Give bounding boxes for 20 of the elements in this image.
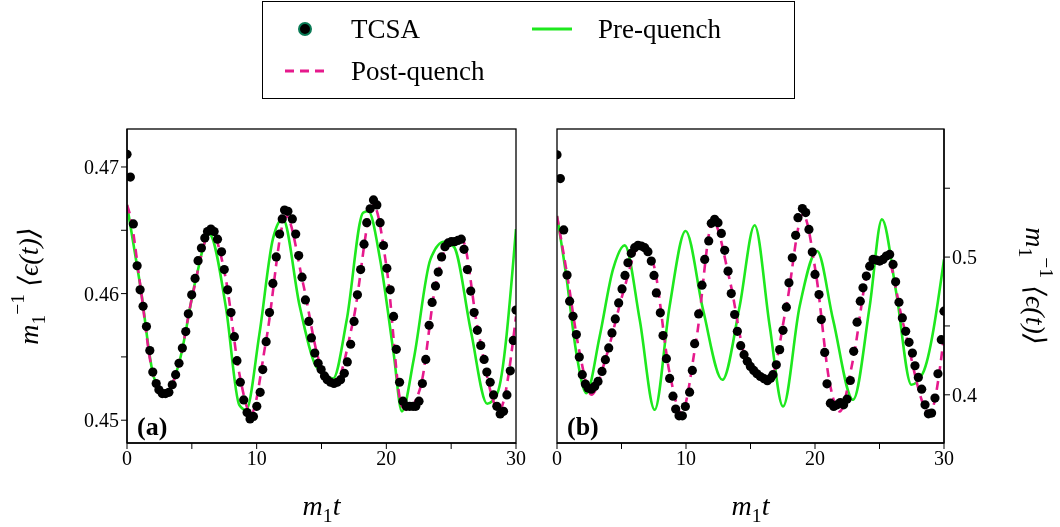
- legend-label: Pre-quench: [597, 13, 721, 45]
- legend-label: TCSA: [351, 13, 421, 45]
- y-tick-label: 0.47: [84, 156, 119, 179]
- y2-tick-label: 0.4: [952, 383, 977, 406]
- y-tick-label: 0.46: [84, 282, 119, 305]
- annotation: (b): [567, 412, 599, 441]
- annotation: (a): [137, 412, 168, 441]
- x-tick-label: 0: [122, 447, 132, 470]
- x-tick-label: 20: [805, 447, 825, 470]
- x-tick-label: 30: [506, 447, 526, 470]
- x-axis-title: m$_{1}$t: [302, 489, 342, 526]
- legend-label: Post-quench: [351, 55, 485, 87]
- x-tick-label: 10: [246, 447, 267, 470]
- x-tick-label: 20: [376, 447, 397, 470]
- y2-tick-label: 0.5: [952, 246, 977, 269]
- x-axis-title: m$_{1}$t: [731, 489, 771, 526]
- y-tick-label: 0.45: [84, 409, 119, 432]
- x-tick-label: 30: [934, 447, 954, 470]
- x-tick-label: 10: [676, 447, 696, 470]
- x-tick-label: 0: [552, 447, 562, 470]
